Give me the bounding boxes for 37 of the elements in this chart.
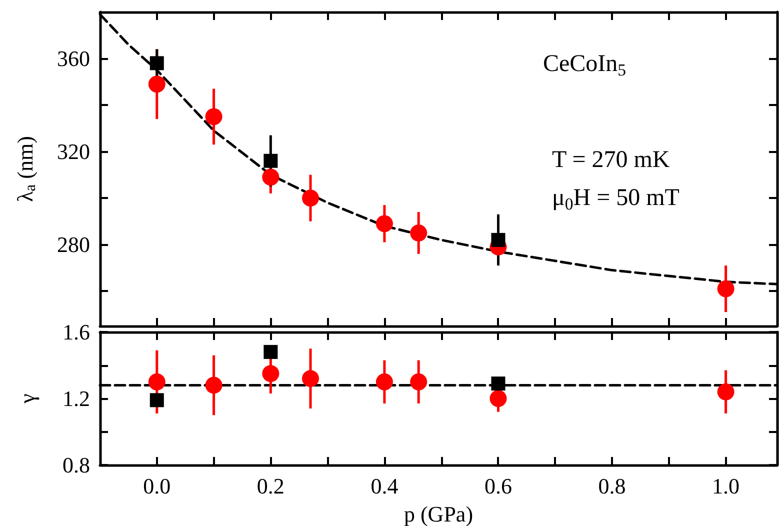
point: [150, 56, 164, 70]
y-axis-title: γ: [14, 393, 40, 404]
y-axis-title: λa (nm): [12, 136, 39, 202]
point: [302, 190, 319, 207]
y-tick-label: 1.2: [62, 386, 90, 411]
point: [376, 373, 393, 390]
point: [491, 232, 506, 247]
x-tick-label: 0.0: [143, 474, 171, 498]
point: [491, 376, 506, 391]
point: [262, 365, 280, 382]
point: [148, 76, 166, 93]
point: [717, 280, 734, 298]
y-tick-label: 360: [57, 46, 90, 72]
point: [264, 154, 278, 168]
y-tick-label: 320: [57, 139, 90, 164]
point: [150, 393, 164, 408]
point: [717, 383, 734, 400]
x-tick-label: 0.8: [598, 474, 626, 498]
y-tick-label: 280: [57, 232, 90, 258]
point: [376, 215, 393, 232]
x-tick-label: 0.2: [256, 474, 284, 498]
point: [205, 108, 222, 126]
annotation: T = 270 mK: [552, 147, 670, 173]
point: [490, 390, 507, 407]
x-tick-label: 0.4: [370, 474, 398, 498]
x-axis-title: p (GPa): [404, 502, 474, 526]
point: [410, 373, 428, 390]
point: [205, 376, 222, 394]
y-tick-label: 0.8: [62, 452, 90, 478]
x-tick-label: 0.6: [484, 474, 512, 498]
point: [302, 370, 319, 388]
point: [262, 168, 280, 186]
point: [410, 224, 428, 242]
x-tick-label: 1.0: [712, 474, 740, 498]
point: [264, 344, 278, 359]
point: [148, 373, 166, 390]
y-tick-label: 1.6: [62, 320, 90, 344]
